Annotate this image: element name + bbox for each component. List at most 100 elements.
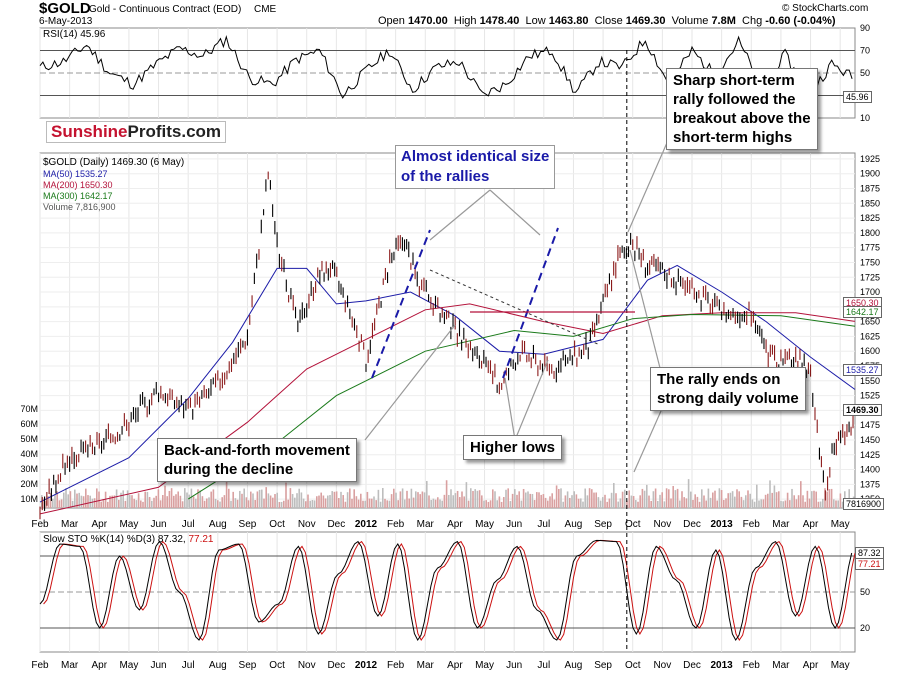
volume-bar [716,500,718,508]
volume-bar [269,495,272,508]
volume-bar [366,491,369,508]
price-tick-label: 1625 [860,331,880,341]
volume-tick-label: 20M [20,479,38,489]
volume-bar [54,494,56,508]
volume-bar [599,500,602,508]
volume-bar [839,493,842,508]
volume-bar [441,500,443,508]
volume-bar [727,493,729,508]
volume-bar [566,491,569,508]
month-label: Mar [417,519,435,530]
volume-bar [560,488,562,508]
volume-label: Volume [671,15,709,27]
volume-bar [681,491,683,508]
volume-bar [76,493,78,508]
volume-bar [375,500,377,508]
volume-bar [705,500,707,508]
volume-bar [342,495,344,508]
volume-bar [199,490,201,508]
month-label: Aug [209,660,227,671]
low-value: 1463.80 [548,15,589,27]
volume-bar [698,501,701,508]
volume-bar [773,485,776,508]
volume-bar [635,500,637,508]
volume-bar [318,495,320,508]
volume-bar [410,488,413,508]
volume-bar [775,492,778,508]
volume-bar [190,488,193,508]
volume-bar [679,500,681,508]
volume-bar [371,498,373,508]
month-label: Aug [565,660,583,671]
rally-line-2 [502,227,559,379]
volume-bar [364,500,366,508]
volume-bar [71,500,74,508]
volume-bar [483,500,485,508]
volume-bar [379,501,382,508]
volume-bar [153,497,155,508]
volume-bar [793,495,795,508]
volume-bar [734,496,736,508]
volume-bar [643,490,646,508]
volume-bar [401,488,404,508]
volume-bar [672,486,674,508]
volume-bar [377,489,380,508]
close-value: 1469.30 [625,15,666,27]
volume-bar [617,501,619,508]
volume-bar [538,492,540,508]
volume-bar [542,494,545,508]
volume-bar [415,491,417,508]
stoch-d-tag: 77.21 [855,558,884,570]
volume-bar [657,501,659,508]
volume-bar [353,489,355,508]
month-label: Jul [182,519,195,530]
volume-bar [797,495,800,508]
volume-bar [448,494,450,508]
volume-bar [841,501,844,508]
legend-volume: Volume 7,816,900 [43,202,116,212]
volume-bar [580,498,582,508]
volume-bar [551,493,553,508]
volume-bar [472,490,474,508]
volume-bar [443,494,446,508]
volume-bar [606,501,608,508]
rsi-label: RSI(14) 45.96 [43,29,105,40]
stoch-tick-label: 50 [860,587,870,597]
volume-bar [709,497,712,508]
volume-bar [529,493,531,508]
volume-bar [162,495,164,508]
volume-bar [806,490,809,508]
price-tick-label: 1825 [860,213,880,223]
price-tick-label: 1525 [860,391,880,401]
volume-bar [247,500,250,508]
volume-bar [421,491,424,508]
volume-bar [272,497,274,508]
sunshine-profits-logo: SunshineProfits.com [46,121,227,143]
volume-bar [685,498,688,508]
volume-bar [208,497,210,508]
volume-bar [687,479,690,508]
volume-bar [399,491,402,508]
volume-bar [720,490,723,508]
volume-bar [155,495,157,508]
month-label: May [119,519,138,530]
month-label: 2012 [355,519,378,530]
open-label: Open [378,15,405,27]
pointer-back-forth [364,324,456,441]
month-label: Oct [269,519,285,530]
volume-tick-label: 30M [20,464,38,474]
volume-bar [802,495,804,508]
month-label: Dec [327,519,345,530]
month-label: Feb [31,519,49,530]
volume-bar [540,494,542,508]
pointer-rallies-right [489,189,541,236]
volume-bar [786,492,789,508]
volume-bar [404,499,406,508]
volume-bar [767,493,769,508]
close-label: Close [594,15,623,27]
chart-symbol: $GOLD [39,0,91,17]
volume-bar [168,490,171,508]
month-label: Aug [565,519,583,530]
volume-bar [426,480,428,508]
decline-trend-line [429,269,601,346]
